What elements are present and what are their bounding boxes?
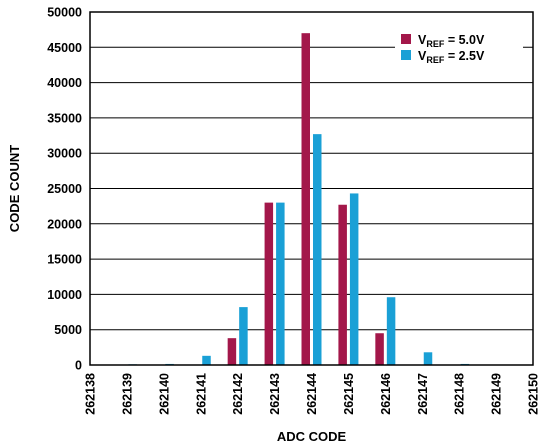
- y-tick-label: 35000: [47, 111, 82, 125]
- bar-series-1: [375, 333, 384, 365]
- x-tick-label: 262144: [305, 373, 319, 415]
- y-tick-label: 5000: [54, 323, 82, 337]
- legend-label-rest: = 2.5V: [444, 49, 485, 63]
- bars-group: [128, 33, 507, 366]
- x-axis-title: ADC CODE: [277, 429, 347, 444]
- legend-background: [395, 28, 523, 66]
- y-tick-labels: 0 5000 10000 15000 20000 25000 30000 35000 40000…: [47, 6, 82, 373]
- y-tick-label: 15000: [47, 253, 82, 267]
- x-tick-label: 262146: [379, 373, 393, 415]
- x-tick-label: 262150: [527, 373, 541, 415]
- bar-series-2: [423, 352, 433, 365]
- legend-label-rest: = 5.0V: [444, 33, 485, 47]
- x-tick-label: 262148: [453, 373, 467, 415]
- legend-swatch: [401, 50, 411, 60]
- bar-series-1: [338, 204, 347, 365]
- legend-label-subscript: REF: [426, 39, 445, 49]
- bar-series-2: [313, 134, 322, 365]
- x-tick-label: 262140: [157, 373, 171, 415]
- x-tick-label: 262141: [194, 373, 208, 415]
- legend-label-main: V: [418, 49, 427, 63]
- x-tick-label: 262149: [490, 373, 504, 415]
- grid-lines: [90, 46, 533, 331]
- bar-series-2: [239, 307, 248, 365]
- x-tick-label: 262139: [120, 373, 134, 415]
- y-tick-label: 45000: [47, 41, 82, 55]
- x-tick-label: 262143: [268, 373, 282, 415]
- y-tick-label: 20000: [47, 217, 82, 231]
- bar-series-1: [264, 202, 274, 365]
- legend-swatch: [401, 34, 411, 44]
- legend-label: VREF = 5.0V: [418, 33, 485, 49]
- y-axis-title: CODE COUNT: [7, 145, 22, 232]
- y-tick-label: 30000: [47, 147, 82, 161]
- legend-label-subscript: REF: [426, 55, 445, 65]
- bar-series-2: [202, 355, 211, 365]
- y-tick-label: 50000: [47, 6, 82, 20]
- y-tick-label: 25000: [47, 182, 82, 196]
- bar-series-2: [349, 193, 359, 365]
- y-tick-label: 0: [75, 359, 82, 373]
- y-tick-label: 10000: [47, 288, 82, 302]
- y-tick-label: 40000: [47, 76, 82, 90]
- x-tick-label: 262145: [342, 373, 356, 415]
- x-tick-label: 262142: [231, 373, 245, 415]
- x-tick-label: 262147: [416, 373, 430, 415]
- bar-series-1: [301, 33, 310, 366]
- x-tick-labels: 262138 262139 262140 262141 262142 262143 2621…: [84, 373, 541, 415]
- legend-label: VREF = 2.5V: [418, 49, 485, 65]
- legend-label-main: V: [418, 33, 427, 47]
- bar-series-2: [386, 297, 396, 365]
- x-tick-label: 262138: [84, 373, 98, 415]
- bar-series-2: [276, 202, 285, 365]
- bar-series-1: [227, 338, 237, 365]
- plot-frame: [89, 11, 534, 366]
